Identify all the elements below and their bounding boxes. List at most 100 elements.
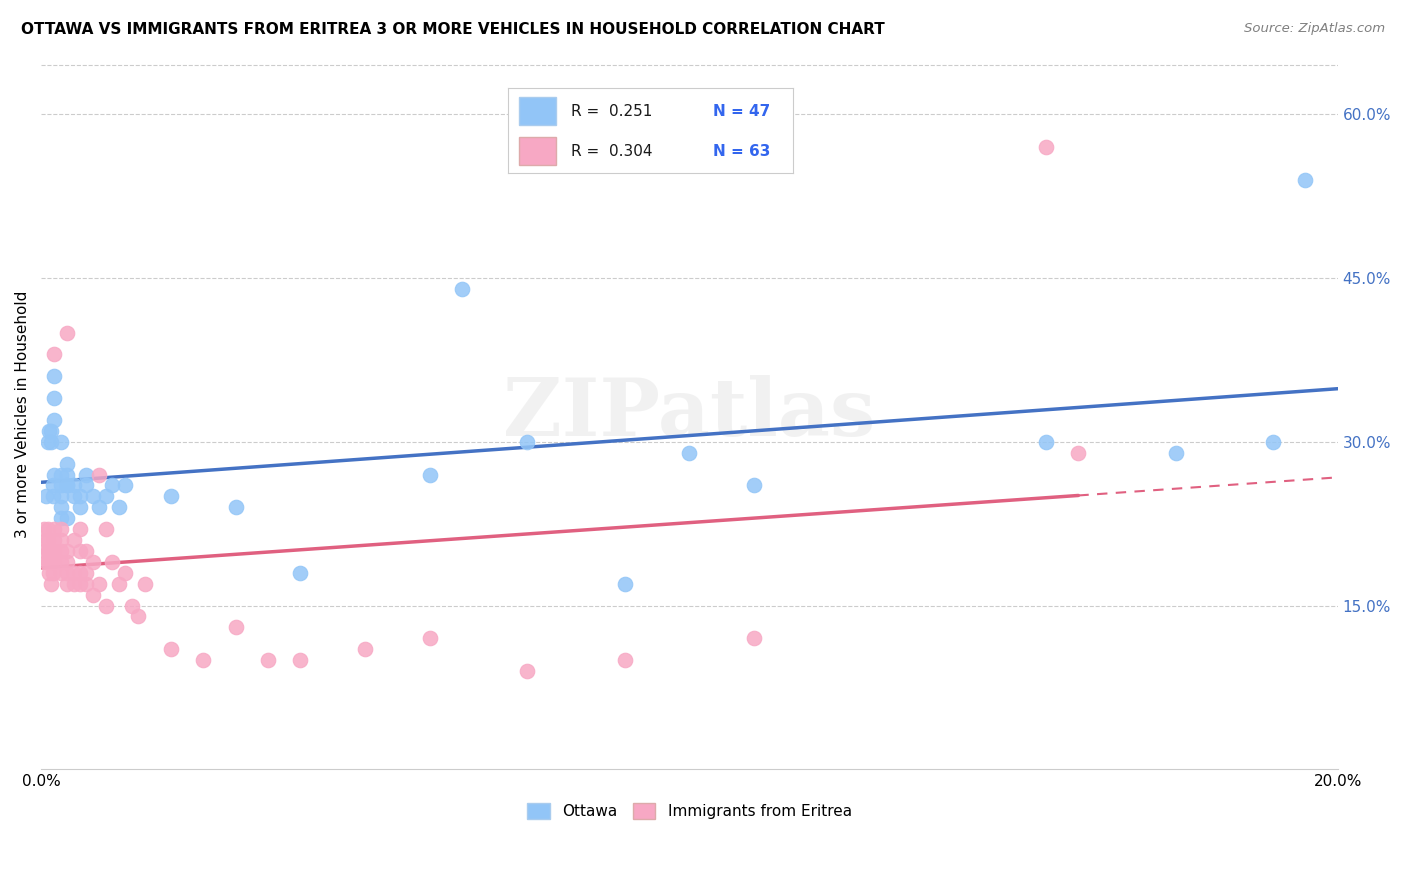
Point [82, 588, 104, 602]
Point [34, 544, 56, 558]
Point [613, 653, 636, 667]
Point [56, 544, 79, 558]
Point [114, 566, 136, 580]
Point [42, 369, 65, 384]
Point [49, 544, 72, 558]
Point [69, 489, 91, 503]
Point [82, 489, 104, 503]
Point [62, 533, 84, 547]
Point [742, 478, 765, 492]
Point [62, 478, 84, 492]
Point [56, 478, 79, 492]
Point [69, 566, 91, 580]
Point [42, 413, 65, 427]
Point [678, 445, 700, 459]
Point [42, 544, 65, 558]
Point [82, 555, 104, 569]
Point [37, 533, 59, 547]
Point [37, 522, 59, 536]
Point [290, 566, 312, 580]
Point [37, 544, 59, 558]
Y-axis label: 3 or more Vehicles in Household: 3 or more Vehicles in Household [15, 291, 30, 538]
Point [49, 500, 72, 515]
Point [42, 566, 65, 580]
Point [94, 489, 117, 503]
Point [56, 326, 79, 340]
Point [62, 489, 84, 503]
Point [1035, 434, 1057, 449]
Text: OTTAWA VS IMMIGRANTS FROM ERITREA 3 OR MORE VEHICLES IN HOUSEHOLD CORRELATION CH: OTTAWA VS IMMIGRANTS FROM ERITREA 3 OR M… [21, 22, 884, 37]
Point [121, 599, 143, 613]
Point [1164, 445, 1187, 459]
Point [56, 555, 79, 569]
Point [94, 522, 117, 536]
Point [49, 522, 72, 536]
Point [38, 544, 60, 558]
Point [69, 500, 91, 515]
Point [94, 599, 117, 613]
Point [56, 511, 79, 525]
Point [56, 478, 79, 492]
Point [69, 544, 91, 558]
Point [76, 566, 98, 580]
Point [1261, 434, 1284, 449]
Point [35, 555, 58, 569]
Point [451, 282, 474, 296]
Point [49, 511, 72, 525]
Point [39, 434, 62, 449]
Point [56, 457, 79, 471]
Point [39, 424, 62, 438]
Point [516, 664, 538, 678]
Point [127, 609, 149, 624]
Point [56, 566, 79, 580]
Point [42, 391, 65, 405]
Point [76, 576, 98, 591]
Text: Source: ZipAtlas.com: Source: ZipAtlas.com [1244, 22, 1385, 36]
Point [108, 500, 131, 515]
Point [49, 467, 72, 482]
Point [35, 489, 58, 503]
Point [42, 467, 65, 482]
Point [42, 478, 65, 492]
Point [225, 620, 247, 634]
Point [39, 555, 62, 569]
Point [76, 467, 98, 482]
Point [56, 576, 79, 591]
Point [35, 533, 58, 547]
Point [159, 642, 181, 657]
Point [42, 522, 65, 536]
Point [42, 533, 65, 547]
Point [290, 653, 312, 667]
Point [37, 555, 59, 569]
Point [419, 632, 441, 646]
Point [42, 555, 65, 569]
Point [1067, 445, 1090, 459]
Point [193, 653, 215, 667]
Point [89, 467, 111, 482]
Point [419, 467, 441, 482]
Point [42, 544, 65, 558]
Text: ZIPatlas: ZIPatlas [503, 376, 876, 453]
Point [49, 533, 72, 547]
Point [69, 522, 91, 536]
Point [159, 489, 181, 503]
Point [89, 576, 111, 591]
Point [76, 544, 98, 558]
Point [69, 576, 91, 591]
Point [354, 642, 377, 657]
Point [613, 576, 636, 591]
Point [38, 424, 60, 438]
Point [37, 434, 59, 449]
Point [39, 576, 62, 591]
Point [257, 653, 280, 667]
Point [49, 434, 72, 449]
Point [89, 500, 111, 515]
Point [1294, 172, 1316, 186]
Point [56, 467, 79, 482]
Point [1035, 140, 1057, 154]
Point [516, 434, 538, 449]
Point [34, 522, 56, 536]
Point [49, 478, 72, 492]
Point [42, 347, 65, 361]
Point [38, 566, 60, 580]
